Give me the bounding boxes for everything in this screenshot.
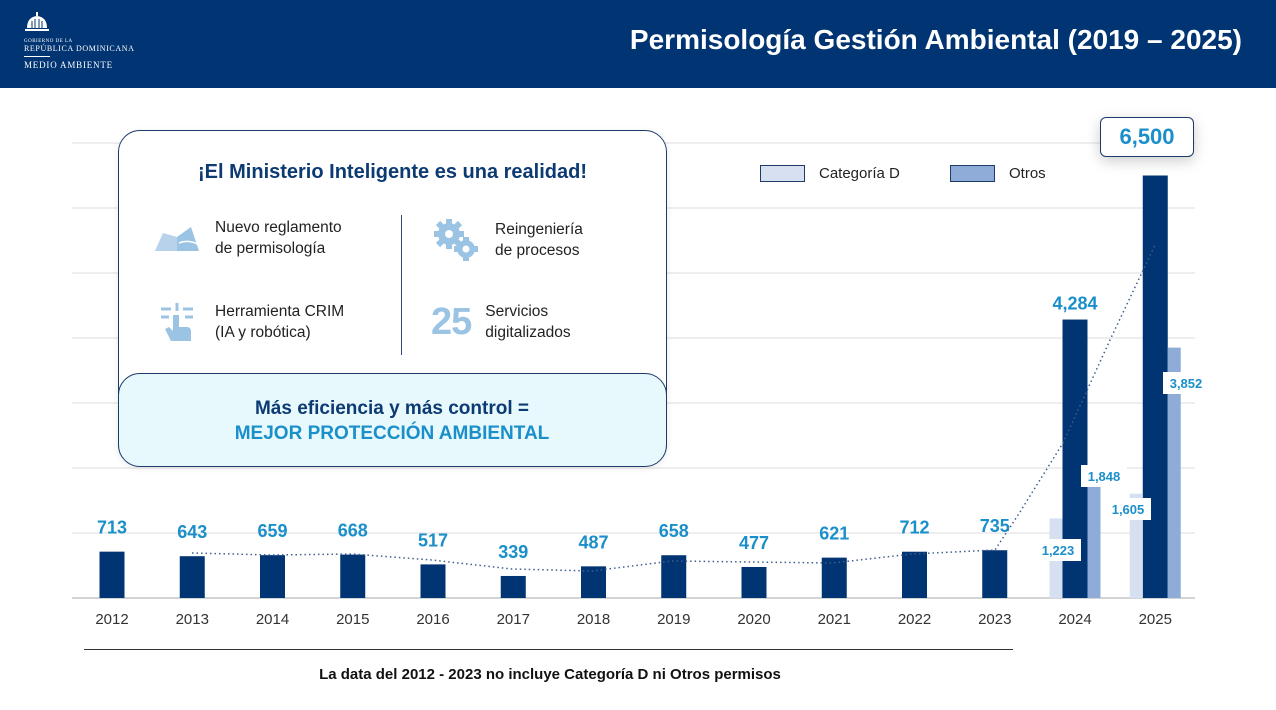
data-label-box — [1163, 372, 1209, 394]
card-item-reglamento: Nuevo reglamento de permisología — [151, 217, 342, 259]
legend-categoria-d: Categoría D — [760, 165, 900, 182]
data-label-2012: 713 — [97, 518, 127, 538]
divider — [401, 215, 402, 355]
data-label-box — [1035, 539, 1081, 561]
data-label-2017: 339 — [498, 542, 528, 562]
x-tick-label: 2013 — [176, 611, 209, 628]
legend-swatch — [950, 165, 995, 182]
item-text: Nuevo reglamento — [215, 219, 342, 236]
card-item-servicios: 25 Servicios digitalizados — [431, 301, 571, 343]
divider — [84, 649, 1013, 650]
bar-main-2018 — [581, 566, 606, 598]
card-item-reingenieria: Reingeniería de procesos — [431, 217, 583, 263]
logo-text-2: REPÚBLICA DOMINICANA — [24, 44, 135, 53]
legend-label: Otros — [1009, 165, 1046, 182]
x-tick-label: 2022 — [898, 611, 931, 628]
x-tick-label: 2023 — [978, 611, 1011, 628]
footnote: La data del 2012 - 2023 no incluye Categ… — [319, 666, 781, 683]
item-text: de permisología — [215, 240, 326, 257]
bar-main-2022 — [902, 551, 927, 598]
x-tick-label: 2018 — [577, 611, 610, 628]
data-label-2015: 668 — [338, 521, 368, 541]
data-label-box — [1081, 465, 1127, 487]
item-text: Servicios — [485, 303, 549, 320]
x-tick-label: 2016 — [416, 611, 449, 628]
x-tick-label: 2021 — [818, 611, 851, 628]
dome-icon — [25, 12, 49, 31]
logo-text-1: GOBIERNO DE LA — [24, 39, 73, 44]
bar-main-2019 — [661, 555, 687, 598]
card-footer: Más eficiencia y más control = MEJOR PRO… — [117, 373, 667, 467]
item-text: digitalizados — [485, 324, 571, 341]
data-label-otros-2025: 3,852 — [1170, 376, 1203, 391]
data-label-2022: 712 — [899, 518, 929, 538]
bar-main-2014 — [260, 555, 285, 598]
item-text: Reingeniería — [495, 221, 583, 238]
item-text: Herramienta CRIM — [215, 303, 345, 320]
footer-line-2: MEJOR PROTECCIÓN AMBIENTAL — [234, 423, 550, 444]
item-text: de procesos — [495, 242, 580, 259]
bar-main-2021 — [821, 557, 847, 598]
data-label-2019: 658 — [659, 521, 689, 541]
x-tick-label: 2014 — [256, 611, 289, 628]
data-label-2016: 517 — [418, 530, 448, 550]
data-label-2020: 477 — [739, 533, 769, 553]
bar-otros-2025 — [1167, 347, 1181, 598]
card-title: ¡El Ministerio Inteligente es una realid… — [198, 161, 587, 183]
x-tick-label: 2019 — [657, 611, 690, 628]
data-label-2014: 659 — [257, 521, 287, 541]
bar-main-2017 — [500, 575, 526, 598]
data-label-2024: 4,284 — [1052, 294, 1097, 314]
logo: GOBIERNO DE LA REPÚBLICA DOMINICANA MEDI… — [24, 12, 134, 70]
legend-otros: Otros — [950, 165, 1046, 182]
bar-main-2012 — [99, 551, 125, 598]
gears-icon — [431, 217, 481, 263]
bar-main-2016 — [420, 564, 446, 598]
info-card: ¡El Ministerio Inteligente es una realid… — [117, 130, 667, 467]
bar-otros-2024 — [1087, 477, 1101, 598]
data-label-2021: 621 — [819, 524, 849, 544]
x-tick-label: 2017 — [497, 611, 530, 628]
legend-label: Categoría D — [819, 165, 900, 182]
bar-main-2020 — [741, 566, 767, 598]
x-tick-label: 2015 — [336, 611, 369, 628]
x-tick-label: 2024 — [1058, 611, 1091, 628]
bar-main-2015 — [340, 554, 366, 598]
legend-swatch — [760, 165, 805, 182]
open-book-icon — [151, 223, 203, 253]
bar-main-2023 — [982, 550, 1008, 598]
data-label-2023: 735 — [980, 516, 1010, 536]
trend-line — [191, 244, 1156, 572]
footer-line-1: Más eficiencia y más control = — [254, 398, 530, 419]
bar-main-2013 — [179, 556, 205, 598]
data-label-box — [1105, 498, 1151, 520]
x-tick-label: 2020 — [737, 611, 770, 628]
data-label-categoria-d-2024: 1,223 — [1042, 543, 1075, 558]
item-text: (IA y robótica) — [215, 324, 311, 341]
services-count: 25 — [431, 300, 472, 343]
touch-circuit-icon — [151, 301, 203, 343]
logo-text-3: MEDIO AMBIENTE — [24, 60, 113, 70]
data-label-2013: 643 — [177, 522, 207, 542]
data-label-2025-total: 6,500 — [1100, 117, 1194, 157]
header: GOBIERNO DE LA REPÚBLICA DOMINICANA MEDI… — [0, 0, 1276, 88]
data-label-categoria-d-2025: 1,605 — [1112, 502, 1145, 517]
page-title: Permisología Gestión Ambiental (2019 – 2… — [629, 24, 1242, 55]
x-tick-label: 2012 — [95, 611, 128, 628]
data-label-2018: 487 — [578, 532, 608, 552]
data-label-otros-2024: 1,848 — [1088, 469, 1121, 484]
x-tick-label: 2025 — [1139, 611, 1172, 628]
card-item-crim: Herramienta CRIM (IA y robótica) — [151, 301, 344, 343]
